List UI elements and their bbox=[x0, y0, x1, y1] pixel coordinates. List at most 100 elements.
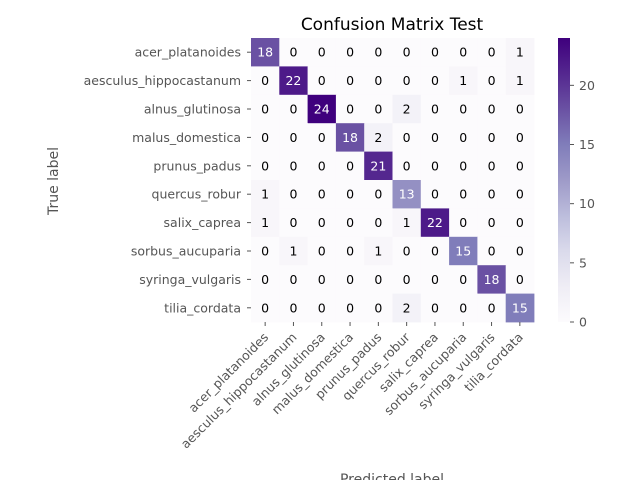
cell-value-label: 0 bbox=[346, 244, 354, 259]
heatmap-cell bbox=[420, 123, 450, 152]
cell-value-label: 0 bbox=[516, 215, 524, 230]
heatmap-cell bbox=[392, 123, 422, 152]
cell-value-label: 0 bbox=[374, 73, 382, 88]
heatmap-cell bbox=[420, 38, 450, 67]
heatmap-cell bbox=[279, 265, 308, 294]
colorbar-tick-label: 0 bbox=[579, 315, 587, 330]
heatmap-cell bbox=[420, 94, 450, 124]
heatmap-cell bbox=[335, 236, 365, 266]
cell-value-label: 0 bbox=[488, 158, 496, 173]
heatmap-cell bbox=[505, 66, 535, 96]
cell-value-label: 1 bbox=[289, 244, 297, 259]
cell-value-label: 0 bbox=[346, 102, 354, 117]
heatmap-cell bbox=[505, 123, 535, 152]
heatmap-cell bbox=[335, 265, 365, 294]
heatmap-cell bbox=[449, 66, 478, 96]
heatmap-cell bbox=[477, 265, 507, 294]
heatmap-cell bbox=[392, 208, 422, 238]
cell-value-label: 0 bbox=[488, 215, 496, 230]
cell-value-label: 0 bbox=[261, 158, 269, 173]
heatmap-cell bbox=[449, 208, 478, 238]
heatmap-cell bbox=[420, 180, 450, 209]
cell-value-label: 0 bbox=[488, 300, 496, 315]
cell-value-label: 0 bbox=[516, 272, 524, 287]
heatmap-cell bbox=[477, 38, 507, 67]
heatmap-cell bbox=[335, 293, 365, 323]
cell-value-label: 0 bbox=[403, 130, 411, 145]
cell-value-label: 0 bbox=[516, 102, 524, 117]
heatmap-cell bbox=[307, 151, 337, 181]
cell-value-label: 0 bbox=[403, 158, 411, 173]
colorbar bbox=[558, 38, 570, 322]
y-tick-label: syringa_vulgaris bbox=[139, 272, 241, 287]
heatmap-cell bbox=[279, 151, 308, 181]
cell-value-label: 0 bbox=[289, 130, 297, 145]
heatmap-cell bbox=[364, 38, 393, 67]
cell-value-label: 0 bbox=[289, 187, 297, 202]
heatmap-cell bbox=[279, 236, 308, 266]
cell-value-label: 1 bbox=[261, 187, 269, 202]
heatmap-cells bbox=[251, 38, 535, 323]
heatmap-cell bbox=[449, 293, 478, 323]
cell-value-label: 0 bbox=[403, 73, 411, 88]
cell-value-label: 15 bbox=[512, 300, 528, 315]
cell-value-label: 0 bbox=[459, 102, 467, 117]
heatmap-cell bbox=[279, 208, 308, 238]
y-tick-label: sorbus_aucuparia bbox=[131, 244, 241, 259]
heatmap-cell bbox=[392, 265, 422, 294]
cell-value-label: 0 bbox=[318, 130, 326, 145]
cell-value-label: 22 bbox=[285, 73, 301, 88]
cell-value-label: 0 bbox=[403, 244, 411, 259]
y-tick-label: quercus_robur bbox=[152, 187, 242, 202]
cell-value-label: 0 bbox=[488, 102, 496, 117]
heatmap-cell bbox=[251, 94, 280, 124]
cell-value-label: 0 bbox=[459, 130, 467, 145]
cell-value-label: 0 bbox=[289, 102, 297, 117]
heatmap-cell bbox=[335, 180, 365, 209]
cell-value-label: 0 bbox=[289, 272, 297, 287]
cell-value-label: 0 bbox=[346, 45, 354, 60]
heatmap-cell bbox=[477, 151, 507, 181]
y-tick-labels: acer_platanoides aesculus_hippocastanumal… bbox=[84, 45, 251, 315]
cell-value-label: 0 bbox=[431, 187, 439, 202]
heatmap-cell bbox=[477, 94, 507, 124]
cell-value-label: 0 bbox=[346, 215, 354, 230]
cell-value-label: 0 bbox=[289, 158, 297, 173]
heatmap-cell bbox=[251, 208, 280, 238]
heatmap-cell bbox=[364, 180, 393, 209]
y-tick-label: acer_platanoides bbox=[135, 45, 241, 60]
cell-value-label: 0 bbox=[318, 300, 326, 315]
cell-value-label: 0 bbox=[374, 215, 382, 230]
cell-value-label: 0 bbox=[459, 187, 467, 202]
cell-value-label: 0 bbox=[459, 215, 467, 230]
heatmap-cell bbox=[364, 236, 393, 266]
colorbar-tick-label: 5 bbox=[579, 255, 587, 270]
colorbar-tick-label: 20 bbox=[579, 78, 595, 93]
cell-value-label: 1 bbox=[403, 215, 411, 230]
heatmap-cell bbox=[307, 293, 337, 323]
heatmap-cell bbox=[505, 208, 535, 238]
heatmap-cell bbox=[364, 66, 393, 96]
heatmap-cell bbox=[449, 94, 478, 124]
cell-value-label: 0 bbox=[318, 244, 326, 259]
heatmap-cell bbox=[449, 180, 478, 209]
chart-title: Confusion Matrix Test bbox=[301, 15, 484, 35]
heatmap-cell bbox=[420, 293, 450, 323]
heatmap-cell bbox=[279, 293, 308, 323]
heatmap-cell bbox=[477, 180, 507, 209]
heatmap-cell bbox=[251, 66, 280, 96]
cell-value-label: 0 bbox=[318, 187, 326, 202]
heatmap-cell bbox=[420, 236, 450, 266]
heatmap-cell bbox=[307, 94, 337, 124]
cell-value-label: 1 bbox=[459, 73, 467, 88]
heatmap-cell bbox=[335, 151, 365, 181]
cell-value-label: 0 bbox=[431, 244, 439, 259]
heatmap-cell bbox=[307, 265, 337, 294]
cell-value-label: 0 bbox=[459, 158, 467, 173]
heatmap-cell bbox=[279, 94, 308, 124]
cell-value-label: 0 bbox=[318, 158, 326, 173]
cell-value-label: 0 bbox=[488, 187, 496, 202]
heatmap-cell bbox=[392, 94, 422, 124]
heatmap-cell bbox=[505, 151, 535, 181]
heatmap-cell bbox=[251, 236, 280, 266]
